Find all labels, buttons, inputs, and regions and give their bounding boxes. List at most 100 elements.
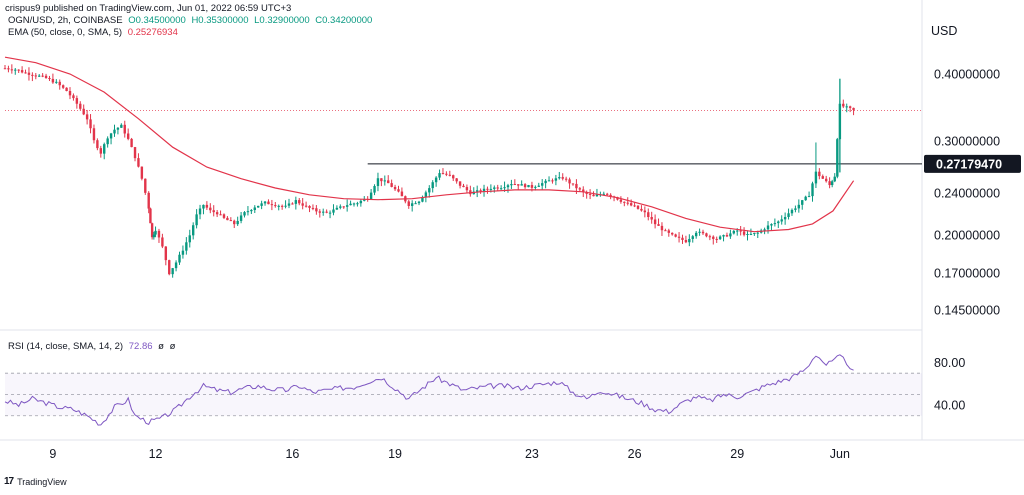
price-tick-label: 0.20000000 (934, 229, 1000, 243)
candle-body (650, 216, 653, 220)
candle-body (359, 200, 363, 204)
candle (92, 124, 96, 144)
candle (161, 233, 164, 249)
candle-body (807, 196, 811, 198)
date-tick-label: 23 (525, 447, 539, 461)
candle (202, 204, 205, 215)
candle (472, 187, 475, 195)
candle (824, 175, 828, 183)
candle (181, 245, 185, 259)
candle (455, 177, 458, 184)
candle (681, 234, 684, 244)
candle (650, 211, 653, 224)
candle (253, 205, 256, 213)
candle-body (660, 225, 664, 231)
candle (506, 183, 510, 193)
ema-series-line (4, 56, 855, 233)
candle-body (150, 223, 154, 238)
candle-body (178, 254, 181, 263)
rsi-extra-2: ø (169, 341, 176, 352)
candle (339, 204, 342, 210)
candle (787, 208, 790, 220)
rsi-tick-label: 40.00 (934, 399, 965, 413)
ema-line (4, 56, 855, 233)
footer-brand[interactable]: 17 TradingView (4, 476, 67, 487)
candle (496, 184, 499, 191)
candle-body (123, 124, 126, 134)
candle (547, 176, 551, 182)
candle-body (787, 213, 790, 217)
candle-body (144, 178, 147, 193)
candle-body (267, 201, 270, 205)
candle-body (188, 235, 191, 243)
candle-body (619, 199, 623, 202)
candle-body (585, 192, 588, 194)
candle-body (517, 184, 520, 186)
candle-body (20, 70, 24, 73)
candle (794, 205, 797, 213)
candle-body (674, 234, 677, 237)
candle-body (527, 185, 530, 188)
candle (68, 87, 72, 100)
candle-body (773, 223, 777, 225)
candle (698, 228, 701, 236)
date-axis[interactable]: 9 12 16 19 23 26 29 Jun (49, 447, 850, 461)
candle-body (417, 201, 421, 204)
candle (58, 79, 61, 90)
candle (588, 189, 592, 200)
symbol-legend: OGN/USD, 2h, COINBASE O0.34500000 H0.353… (8, 15, 375, 26)
candle (113, 124, 116, 137)
candle-body (626, 202, 629, 204)
candle (267, 199, 270, 205)
price-axis[interactable]: 0.40000000 0.30000000 0.24000000 0.20000000… (934, 68, 1000, 413)
candle-body (830, 181, 834, 186)
candle-body (441, 173, 445, 175)
candle (137, 153, 140, 168)
candle (797, 199, 801, 213)
candle-body (554, 178, 558, 181)
candle (82, 104, 85, 116)
rsi-line (4, 354, 854, 426)
candle (263, 200, 267, 206)
candle-body (448, 174, 452, 176)
candle (527, 184, 530, 188)
chart-grid (0, 0, 1024, 441)
candle (133, 146, 137, 162)
candle (434, 176, 438, 187)
candle-body (582, 189, 585, 193)
candle-body (842, 103, 845, 107)
candle (482, 184, 486, 197)
candle (277, 204, 280, 211)
candle-body (657, 224, 660, 226)
candle (729, 229, 732, 239)
candle-body (640, 208, 643, 211)
candle (606, 192, 609, 196)
candle-body (61, 85, 65, 88)
candle-body (41, 75, 44, 77)
candle-body (479, 190, 482, 192)
candle-body (209, 207, 212, 211)
candle-body (44, 75, 48, 78)
low-value: L0.32900000 (254, 15, 310, 26)
candle-body (106, 138, 109, 145)
candle (818, 168, 821, 180)
candle-body (383, 180, 387, 182)
candle (595, 188, 599, 197)
candle-body (763, 229, 766, 231)
candle (845, 103, 848, 113)
candle-body (328, 212, 332, 214)
candle (804, 195, 807, 201)
candle-body (513, 184, 517, 186)
date-tick-label: 26 (628, 447, 642, 461)
candle (571, 183, 575, 186)
candle-body (342, 206, 345, 208)
candle (393, 184, 397, 191)
candle (154, 226, 157, 238)
candle (219, 210, 222, 216)
candle-body (65, 87, 68, 92)
candle-body (126, 133, 130, 139)
candle-body (239, 215, 243, 221)
candle-body (373, 186, 376, 193)
candle-body (85, 114, 89, 120)
